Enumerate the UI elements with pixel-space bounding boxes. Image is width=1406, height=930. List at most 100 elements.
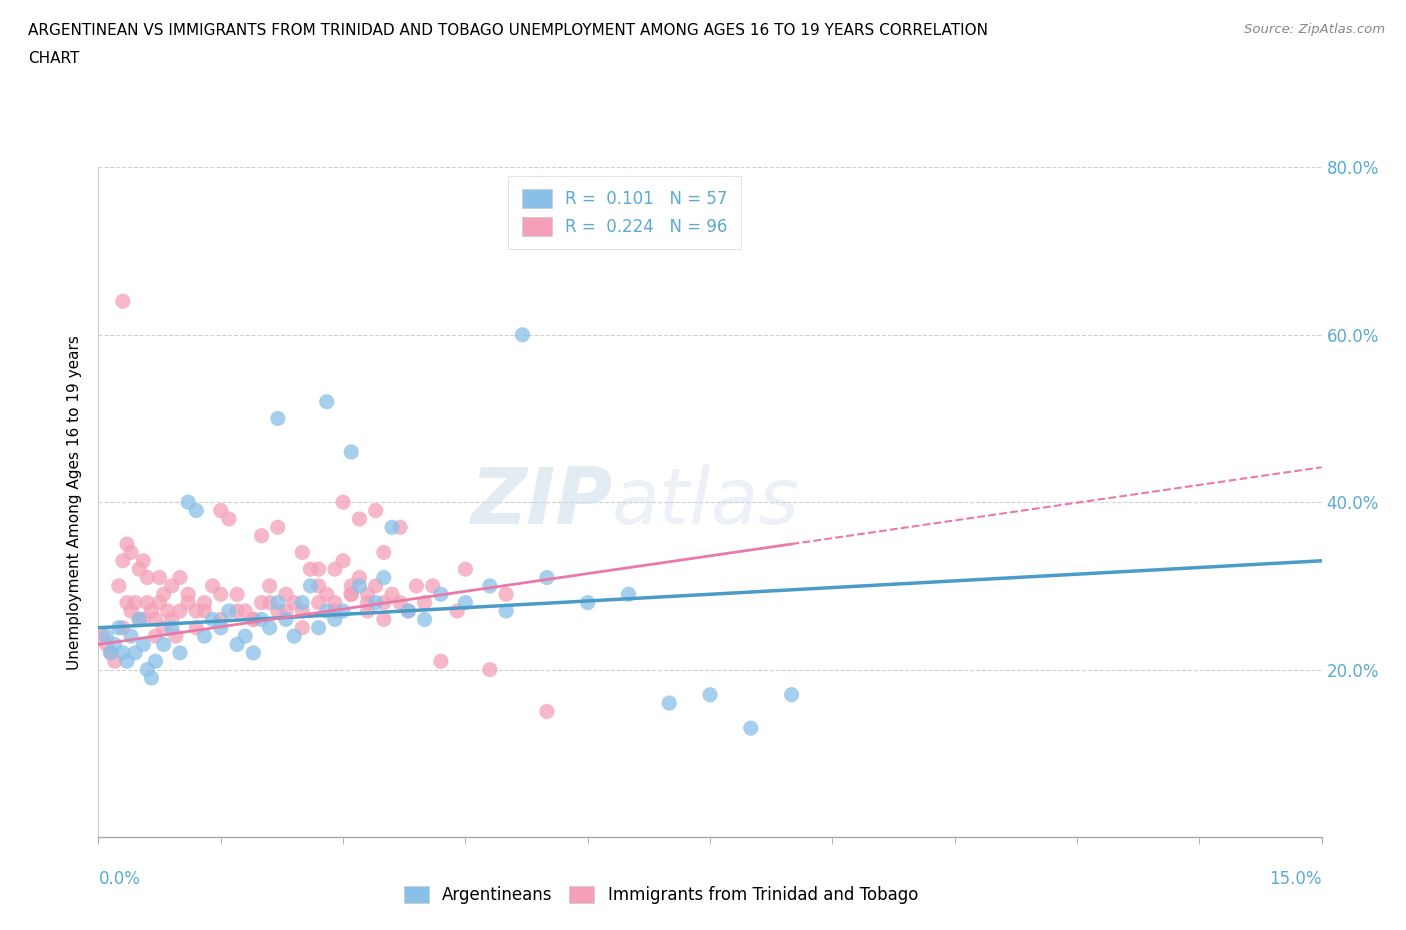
Point (193, 629, 215, 644)
Point (186, 604, 208, 618)
Point (381, 587, 404, 602)
Point (267, 411, 290, 426)
Point (242, 612, 264, 627)
Point (136, 662, 159, 677)
Point (193, 604, 215, 618)
Point (91, 629, 114, 644)
Point (186, 620, 208, 635)
Point (177, 495, 200, 510)
Point (340, 445, 363, 459)
Point (349, 570, 371, 585)
Point (115, 537, 138, 551)
Point (124, 595, 146, 610)
Point (373, 612, 395, 627)
Point (308, 595, 330, 610)
Point (201, 612, 224, 627)
Point (340, 587, 363, 602)
Point (291, 545, 314, 560)
Text: 15.0%: 15.0% (1270, 870, 1322, 887)
Point (446, 604, 468, 618)
Legend: Argentineans, Immigrants from Trinidad and Tobago: Argentineans, Immigrants from Trinidad a… (395, 878, 927, 912)
Point (169, 570, 191, 585)
Point (478, 578, 501, 593)
Point (96, 637, 118, 652)
Point (111, 645, 134, 660)
Point (111, 620, 134, 635)
Point (177, 595, 200, 610)
Point (308, 620, 330, 635)
Point (149, 570, 172, 585)
Point (111, 294, 134, 309)
Point (381, 520, 404, 535)
Point (323, 595, 346, 610)
Point (259, 620, 281, 635)
Point (283, 629, 305, 644)
Text: 0.0%: 0.0% (98, 870, 141, 887)
Point (430, 587, 453, 602)
Legend: R =  0.101   N = 57, R =  0.224   N = 96: R = 0.101 N = 57, R = 0.224 N = 96 (508, 176, 741, 249)
Point (413, 612, 436, 627)
Point (323, 562, 346, 577)
Point (218, 512, 240, 526)
Point (132, 553, 155, 568)
Point (454, 595, 477, 610)
Point (617, 587, 640, 602)
Point (100, 645, 122, 660)
Point (141, 671, 163, 685)
Point (291, 620, 314, 635)
Point (291, 604, 314, 618)
Point (128, 612, 150, 627)
Point (160, 612, 183, 627)
Point (274, 604, 297, 618)
Point (128, 562, 150, 577)
Point (356, 595, 378, 610)
Point (250, 612, 273, 627)
Point (576, 595, 599, 610)
Text: ARGENTINEAN VS IMMIGRANTS FROM TRINIDAD AND TOBAGO UNEMPLOYMENT AMONG AGES 16 TO: ARGENTINEAN VS IMMIGRANTS FROM TRINIDAD … (28, 23, 988, 38)
Point (156, 604, 179, 618)
Point (233, 604, 256, 618)
Point (283, 595, 305, 610)
Point (250, 595, 273, 610)
Point (104, 637, 127, 652)
Point (152, 587, 174, 602)
Point (141, 604, 163, 618)
Point (242, 645, 264, 660)
Point (169, 604, 191, 618)
Point (132, 612, 155, 627)
Point (274, 612, 297, 627)
Point (323, 612, 346, 627)
Point (267, 595, 290, 610)
Point (259, 595, 281, 610)
Point (165, 629, 187, 644)
Point (323, 604, 346, 618)
Point (160, 578, 183, 593)
Point (209, 620, 232, 635)
Point (658, 696, 681, 711)
Point (111, 553, 134, 568)
Point (291, 595, 314, 610)
Point (536, 570, 558, 585)
Point (115, 654, 138, 669)
Point (389, 595, 412, 610)
Point (389, 520, 412, 535)
Point (177, 587, 200, 602)
Point (136, 570, 159, 585)
Point (209, 587, 232, 602)
Point (169, 645, 191, 660)
Point (373, 545, 395, 560)
Point (242, 612, 264, 627)
Point (108, 620, 131, 635)
Point (145, 612, 167, 627)
Point (364, 503, 387, 518)
Point (422, 578, 444, 593)
Point (274, 587, 297, 602)
Point (413, 595, 436, 610)
Point (145, 654, 167, 669)
Point (193, 595, 215, 610)
Point (132, 637, 155, 652)
Point (104, 654, 127, 669)
Text: CHART: CHART (28, 51, 80, 66)
Point (201, 578, 224, 593)
Point (233, 629, 256, 644)
